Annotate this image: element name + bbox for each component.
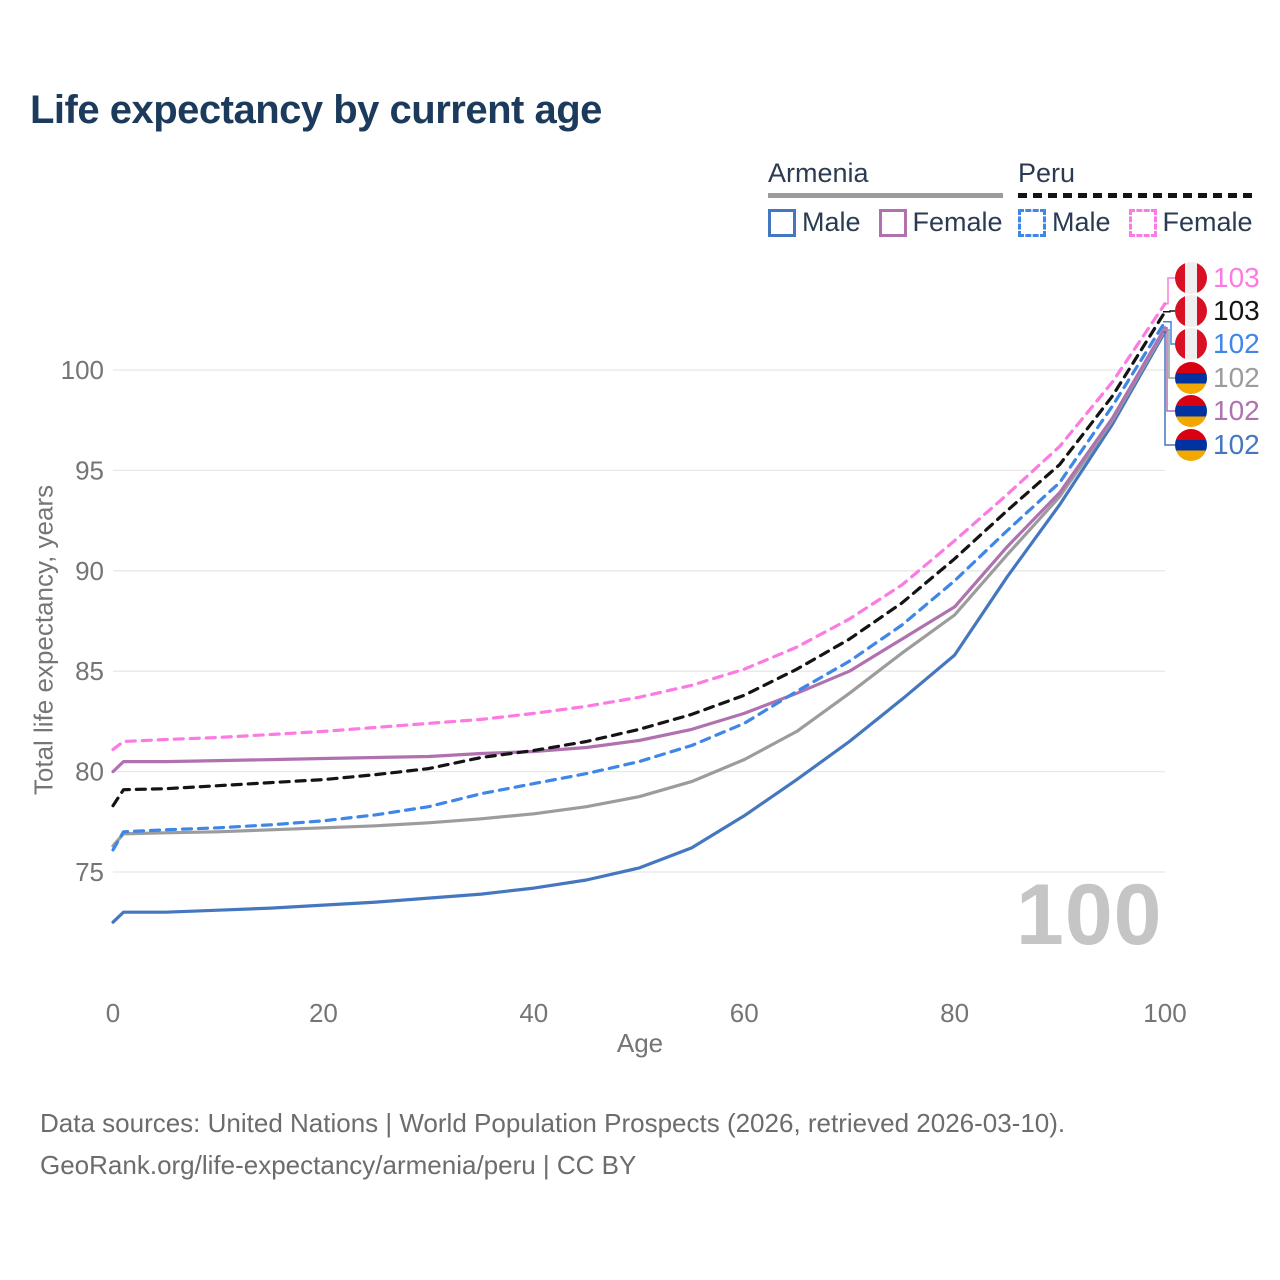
y-tick-95: 95 (75, 455, 104, 485)
peru-flag-icon (1175, 295, 1207, 327)
leader-line-peru_female (1163, 277, 1175, 305)
x-tick-40: 40 (519, 998, 548, 1028)
legend-label-armenia-female: Female (912, 207, 1003, 237)
end-value: 102 (1213, 362, 1260, 393)
series-line-armenia_male[interactable] (111, 330, 1167, 924)
peru-female-swatch-icon (1128, 208, 1157, 237)
legend-label-armenia-male: Male (802, 207, 861, 237)
end-value: 103 (1213, 262, 1260, 293)
end-label-armenia-male[interactable]: 102 (1175, 429, 1260, 461)
leader-line-armenia_avg (1163, 329, 1175, 379)
peru-flag-icon (1175, 328, 1207, 360)
end-value: 102 (1213, 328, 1260, 359)
y-tick-85: 85 (75, 656, 104, 686)
attribution-line: GeoRank.org/life-expectancy/armenia/peru… (40, 1150, 637, 1180)
series-line-armenia_avg[interactable] (111, 328, 1167, 848)
legend-country-peru[interactable]: Peru (1018, 158, 1076, 188)
y-tick-80: 80 (75, 757, 104, 787)
legend-country-armenia[interactable]: Armenia (768, 158, 869, 188)
series-line-peru_male[interactable] (111, 320, 1167, 852)
footer: Data sources: United Nations | World Pop… (40, 1102, 1065, 1186)
leader-line-peru_male (1163, 321, 1175, 345)
leader-line-armenia_male (1163, 331, 1175, 446)
end-label-peru-female[interactable]: 103 (1175, 262, 1260, 294)
legend-item-peru-male[interactable]: Male (1018, 207, 1111, 238)
x-tick-60: 60 (730, 998, 759, 1028)
legend-item-armenia-female[interactable]: Female (878, 207, 1003, 238)
end-value: 102 (1213, 395, 1260, 426)
data-sources-line: Data sources: United Nations | World Pop… (40, 1108, 1066, 1138)
peru-flag-icon (1175, 262, 1207, 294)
y-axis-title: Total life expectancy, years (28, 484, 59, 796)
x-tick-0: 0 (106, 998, 120, 1028)
armenia-flag-icon (1175, 429, 1207, 461)
series-line-peru_female[interactable] (111, 302, 1167, 752)
end-value: 102 (1213, 429, 1260, 460)
legend-items-armenia: Male Female (768, 207, 1003, 238)
armenia-female-swatch-icon (878, 208, 907, 237)
x-axis-title: Age (616, 1028, 664, 1058)
end-label-armenia-female[interactable]: 102 (1175, 395, 1260, 427)
legend-item-peru-female[interactable]: Female (1128, 207, 1253, 238)
x-tick-100: 100 (1143, 998, 1186, 1028)
x-tick-20: 20 (309, 998, 338, 1028)
end-label-armenia-average[interactable]: 102 (1175, 362, 1260, 394)
legend-label-peru-male: Male (1052, 207, 1111, 237)
armenia-male-swatch-icon (768, 208, 796, 237)
end-value: 103 (1213, 295, 1260, 326)
leader-line-armenia_female (1163, 327, 1175, 412)
y-tick-75: 75 (75, 857, 104, 887)
end-label-peru-male[interactable]: 102 (1175, 328, 1260, 360)
series-line-armenia_female[interactable] (111, 326, 1167, 774)
end-label-peru-average[interactable]: 103 (1175, 295, 1260, 327)
armenia-flag-icon (1175, 362, 1207, 394)
legend-underline-armenia (768, 193, 1003, 198)
legend-group-armenia: Armenia Male Female (768, 158, 1003, 238)
leader-line-peru_avg (1163, 310, 1175, 313)
legend-item-armenia-male[interactable]: Male (768, 207, 861, 238)
legend-underline-peru (1018, 193, 1253, 198)
armenia-flag-icon (1175, 395, 1207, 427)
y-tick-90: 90 (75, 556, 104, 586)
legend-items-peru: Male Female (1018, 207, 1253, 238)
series-line-peru_avg[interactable] (111, 310, 1167, 808)
age-watermark: 100 (1016, 867, 1163, 963)
x-tick-80: 80 (940, 998, 969, 1028)
peru-male-swatch-icon (1018, 208, 1046, 237)
y-tick-100: 100 (61, 355, 104, 385)
legend-label-peru-female: Female (1162, 207, 1253, 237)
chart-title: Life expectancy by current age (30, 88, 602, 132)
legend-group-peru: Peru Male Female (1018, 158, 1253, 238)
